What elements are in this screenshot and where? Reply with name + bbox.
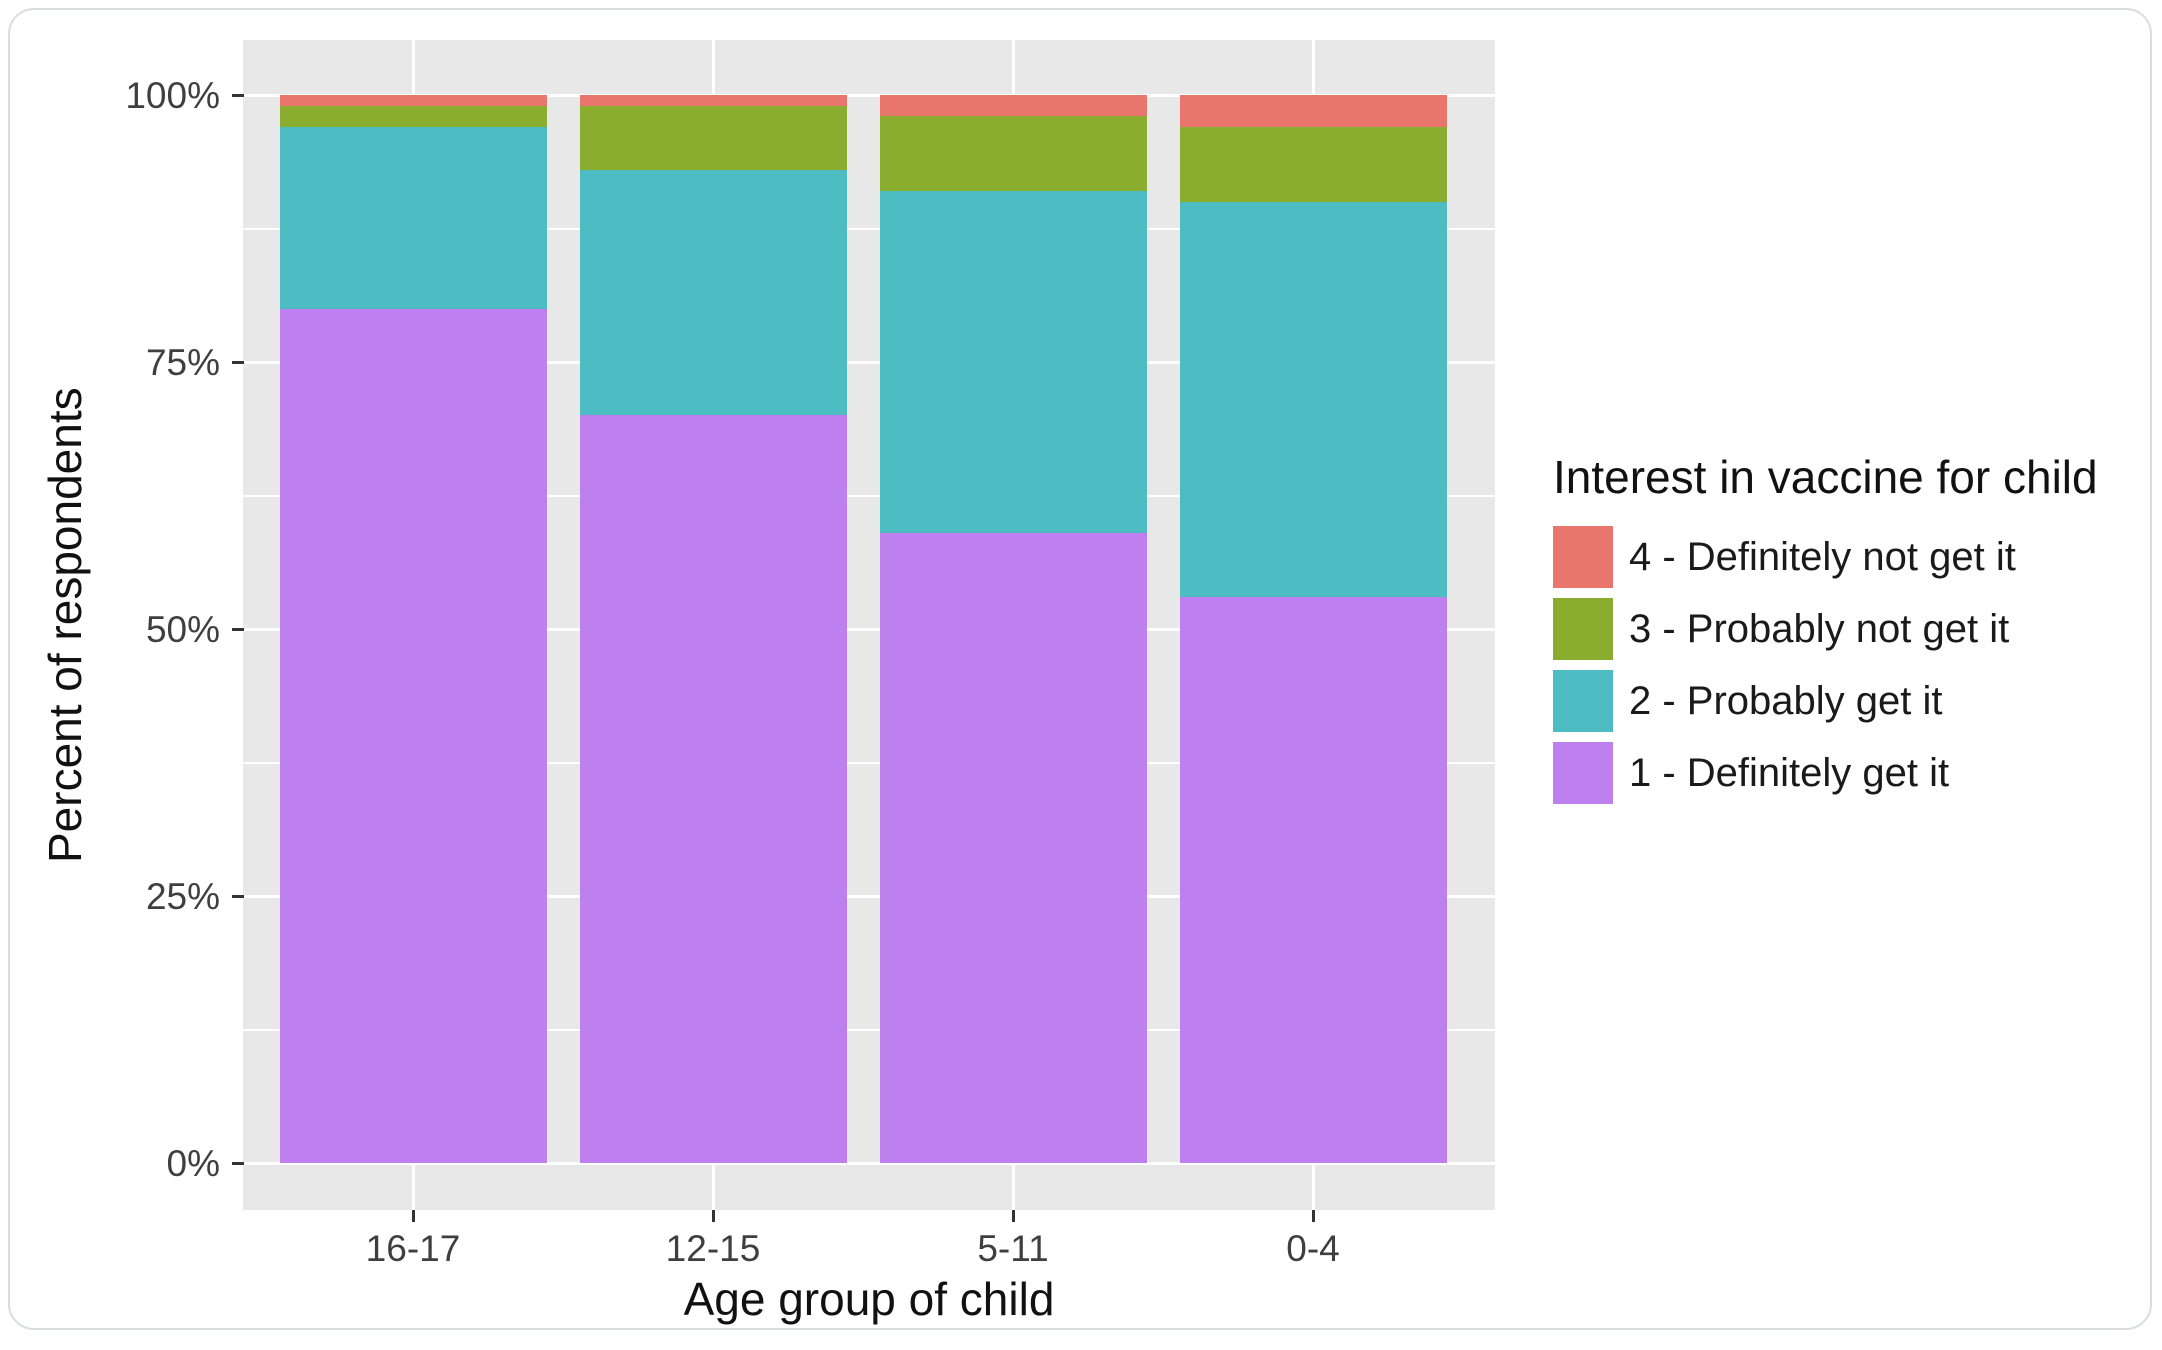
x-tick-mark [1311,1210,1315,1222]
legend-label: 2 - Probably get it [1629,678,1943,723]
legend-items: 4 - Definitely not get it 3 - Probably no… [1553,526,2153,804]
x-tick-mark [711,1210,715,1222]
y-tick-mark [232,1161,244,1165]
legend-item: 4 - Definitely not get it [1553,526,2153,588]
x-tick-mark [1011,1210,1015,1222]
gridline-major [243,894,1495,898]
legend-label: 1 - Definitely get it [1629,750,1950,795]
y-tick-mark [232,93,244,97]
bar-segment [279,105,547,128]
bar-segment [279,95,547,106]
x-tick-label: 12-15 [665,1228,761,1269]
bar-segment [279,127,547,309]
bar-segment [879,116,1147,192]
bar-segment [879,532,1147,1163]
y-tick-mark [232,627,244,631]
y-tick-label: 0% [166,1143,220,1184]
legend-title: Interest in vaccine for child [1553,451,2098,503]
legend-key-swatch [1553,526,1613,588]
gridline-minor [243,761,1495,764]
y-tick-mark [232,894,244,898]
gridline-minor [243,227,1495,230]
bar-segment [579,415,847,1163]
y-tick-label: 100% [125,75,220,116]
bar-segment [579,169,847,416]
y-tick-mark [232,360,244,364]
bar-12-15 [579,95,847,1163]
gridline-major [243,360,1495,364]
x-tick-label: 5-11 [977,1228,1049,1269]
plot-panel [243,40,1495,1210]
x-tick-mark [411,1210,415,1222]
y-axis-title: Percent of respondents [39,387,91,863]
bar-5-11 [879,95,1147,1163]
legend-item: 3 - Probably not get it [1553,598,2153,660]
legend-item: 1 - Definitely get it [1553,742,2153,804]
bar-segment [1179,127,1447,202]
y-tick-label: 50% [145,609,220,650]
bar-segment [579,95,847,106]
bar-16-17 [279,95,547,1163]
bar-segment [279,308,547,1163]
stacked-bar-chart: 100% 75% 50% 25% 0% 16-17 12-15 5-11 0-4 Percent… [10,10,2162,1350]
bar-segment [1179,201,1447,597]
bar-segment [1179,95,1447,128]
legend-label: 3 - Probably not get it [1629,606,2010,651]
gridline-minor [243,1028,1495,1031]
bar-segment [879,191,1147,533]
gridline-major [243,627,1495,631]
bar-segment [579,105,847,170]
x-tick-label: 16-17 [365,1228,461,1269]
legend-key-swatch [1553,742,1613,804]
y-tick-label: 75% [145,342,220,383]
legend: Interest in vaccine for child 4 - Defini… [1553,450,2153,814]
bar-0-4 [1179,95,1447,1163]
bar-segment [879,95,1147,117]
legend-key-swatch [1553,598,1613,660]
x-axis-title: Age group of child [683,1273,1055,1325]
legend-item: 2 - Probably get it [1553,670,2153,732]
gridline-major [243,93,1495,97]
y-tick-label: 25% [145,876,220,917]
legend-key-swatch [1553,670,1613,732]
x-tick-label: 0-4 [1286,1228,1340,1269]
chart-card: 100% 75% 50% 25% 0% 16-17 12-15 5-11 0-4 Percent… [8,8,2152,1330]
gridline-major [243,1161,1495,1165]
gridline-minor [243,494,1495,497]
bar-segment [1179,596,1447,1163]
legend-label: 4 - Definitely not get it [1629,534,2016,579]
